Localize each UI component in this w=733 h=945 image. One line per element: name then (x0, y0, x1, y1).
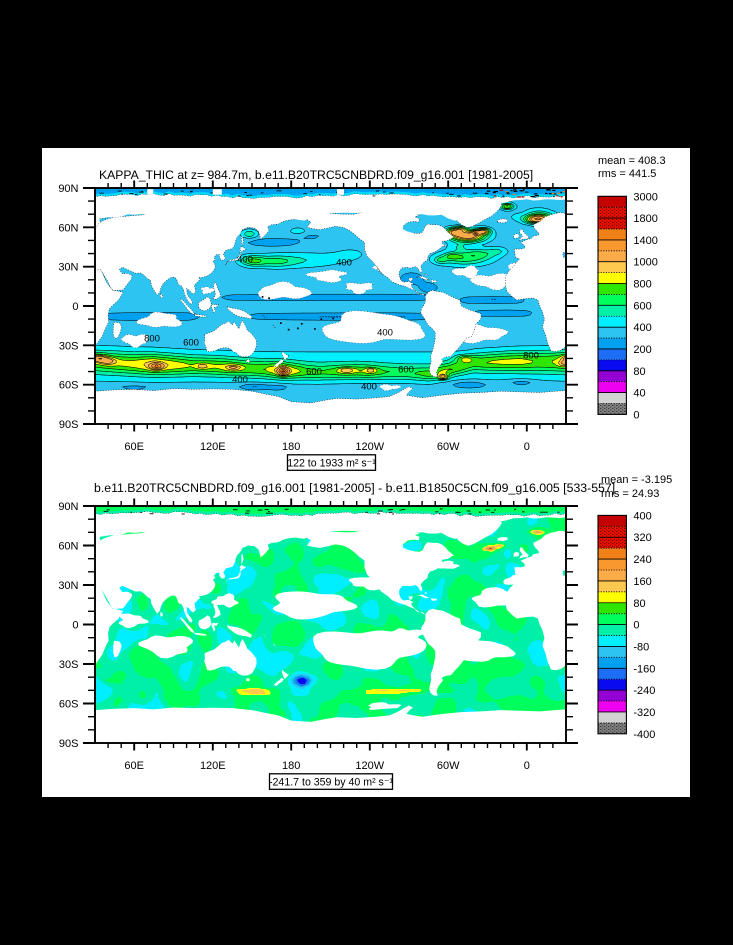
svg-text:60W: 60W (437, 760, 460, 772)
svg-text:400: 400 (633, 322, 651, 334)
svg-text:90S: 90S (59, 419, 79, 431)
svg-text:60E: 60E (124, 441, 144, 453)
svg-text:mean = -3.195: mean = -3.195 (601, 474, 672, 486)
svg-text:180: 180 (282, 441, 300, 453)
svg-text:400: 400 (633, 510, 651, 522)
svg-text:90S: 90S (59, 738, 79, 750)
svg-text:b.e11.B20TRC5CNBDRD.f09_g16.00: b.e11.B20TRC5CNBDRD.f09_g16.001 [1981-20… (94, 481, 615, 495)
svg-text:0: 0 (633, 409, 639, 421)
svg-text:80: 80 (633, 366, 645, 378)
svg-text:-241.7 to 359 by 40 m² s⁻¹: -241.7 to 359 by 40 m² s⁻¹ (269, 776, 393, 788)
svg-text:30N: 30N (58, 580, 78, 592)
svg-text:400: 400 (232, 375, 248, 386)
svg-text:KAPPA_THIC at z= 984.7m, b.e11: KAPPA_THIC at z= 984.7m, b.e11.B20TRC5CN… (99, 168, 533, 182)
svg-text:mean = 408.3: mean = 408.3 (598, 155, 666, 167)
svg-text:0: 0 (72, 301, 78, 313)
svg-text:60N: 60N (58, 222, 78, 234)
svg-text:90N: 90N (58, 501, 78, 513)
svg-text:800: 800 (633, 279, 651, 291)
svg-text:0: 0 (524, 760, 530, 772)
svg-text:400: 400 (336, 258, 352, 269)
svg-text:320: 320 (633, 532, 651, 544)
svg-text:-160: -160 (633, 663, 655, 675)
svg-text:90N: 90N (58, 183, 78, 195)
svg-text:-320: -320 (633, 707, 655, 719)
svg-text:800: 800 (523, 351, 539, 362)
svg-text:30N: 30N (58, 262, 78, 274)
svg-text:400: 400 (237, 255, 253, 266)
svg-text:400: 400 (377, 328, 393, 339)
svg-text:0: 0 (524, 441, 530, 453)
svg-text:60E: 60E (124, 760, 144, 772)
svg-text:-240: -240 (633, 685, 655, 697)
svg-text:60S: 60S (59, 699, 79, 711)
svg-text:1000: 1000 (633, 257, 657, 269)
svg-text:122 to 1933 m² s⁻¹: 122 to 1933 m² s⁻¹ (287, 457, 376, 469)
svg-text:600: 600 (306, 367, 322, 378)
svg-text:120E: 120E (200, 760, 226, 772)
svg-text:800: 800 (144, 334, 160, 345)
svg-text:240: 240 (633, 554, 651, 566)
svg-text:400: 400 (361, 382, 377, 393)
svg-text:180: 180 (282, 760, 300, 772)
svg-text:80: 80 (633, 598, 645, 610)
svg-text:120E: 120E (200, 441, 226, 453)
svg-text:1400: 1400 (633, 235, 657, 247)
svg-text:1800: 1800 (633, 213, 657, 225)
svg-text:200: 200 (633, 344, 651, 356)
svg-text:600: 600 (183, 338, 199, 349)
svg-text:rms = 24.93: rms = 24.93 (601, 488, 659, 500)
svg-text:-400: -400 (633, 729, 655, 741)
svg-text:120W: 120W (355, 441, 384, 453)
svg-text:30S: 30S (59, 659, 79, 671)
svg-text:3000: 3000 (633, 191, 657, 203)
svg-text:rms = 441.5: rms = 441.5 (598, 168, 656, 180)
svg-text:-80: -80 (633, 641, 649, 653)
svg-text:600: 600 (398, 365, 414, 376)
svg-text:600: 600 (633, 300, 651, 312)
svg-text:30S: 30S (59, 340, 79, 352)
svg-text:60W: 60W (437, 441, 460, 453)
svg-text:120W: 120W (355, 760, 384, 772)
svg-text:60N: 60N (58, 541, 78, 553)
svg-text:60S: 60S (59, 380, 79, 392)
svg-text:0: 0 (633, 620, 639, 632)
svg-text:40: 40 (633, 388, 645, 400)
svg-text:160: 160 (633, 576, 651, 588)
svg-text:0: 0 (72, 620, 78, 632)
